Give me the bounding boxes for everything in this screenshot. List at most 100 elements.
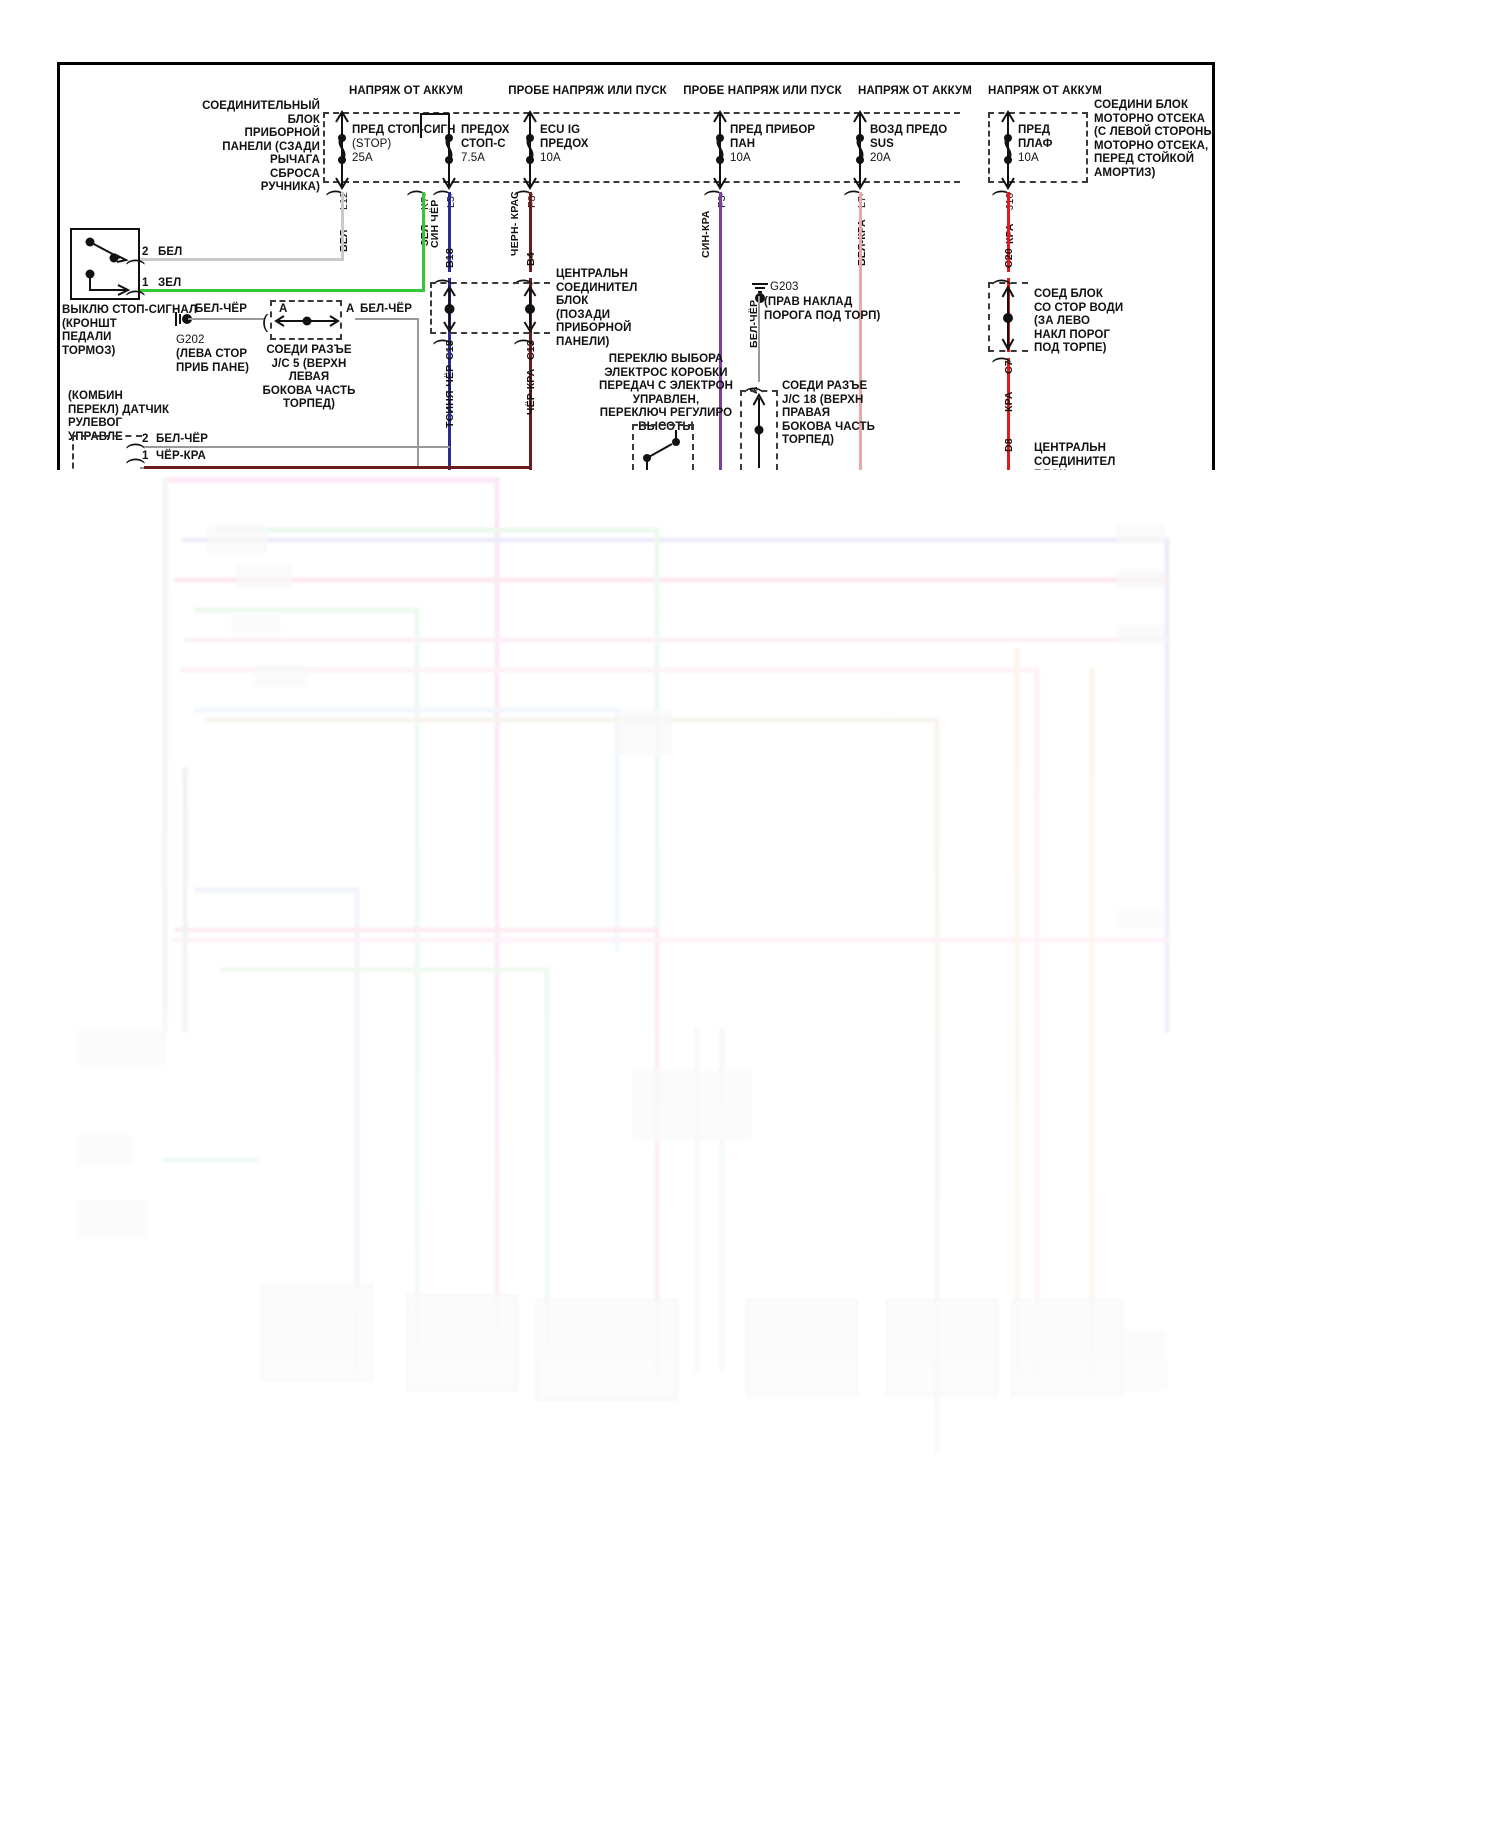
- wire-color-2: СИН ЧЁР: [429, 199, 441, 248]
- fuse-rating-6: 10А: [1018, 152, 1039, 164]
- ground-symbol-g202: [175, 312, 192, 326]
- stop-switch-pin-1: 1: [142, 277, 149, 289]
- wire-sin-cher-upper: [448, 192, 451, 272]
- wire-color-3: ЧЕРН- КРАС: [509, 191, 521, 256]
- source-label-2: ПРОБЕ НАПРЯЖ ИЛИ ПУСК: [508, 85, 667, 97]
- fuse-sub-1: (STOP): [352, 138, 392, 150]
- stop-lamp-switch-body: [70, 228, 140, 300]
- connector-bracket-jc5-left: (: [262, 312, 269, 333]
- engine-room-junction-box: [988, 112, 1088, 183]
- wire-sin-kra: [719, 192, 722, 470]
- g203-wire-label: БЕЛ-ЧЁР: [748, 299, 760, 348]
- fuse-name-6: ПРЕД: [1018, 124, 1051, 136]
- wire-color-6: КРА: [1004, 223, 1016, 244]
- jc18-label: СОЕДИ РАЗЪЕ J/C 18 (ВЕРХН ПРАВАЯ БОКОВА …: [782, 380, 876, 446]
- fuse2-feed-jumper: [420, 113, 450, 138]
- stop-switch-wire-2: БЕЛ: [158, 246, 183, 258]
- jc5-wire-label: БЕЛ-ЧЁР: [360, 303, 412, 315]
- source-label-4: НАПРЯЖ ОТ АККУМ: [858, 85, 972, 97]
- wire-bel-l12: [341, 192, 344, 260]
- wire-label-cher-kra: ЧЁР-КРА: [525, 368, 537, 415]
- comb-switch-wire-2: БЕЛ-ЧЁР: [156, 433, 208, 445]
- stop-lamp-switch-contacts: [85, 237, 131, 296]
- fuse-rating-1: 25А: [352, 152, 373, 164]
- stop-switch-pin-2: 2: [142, 246, 149, 258]
- source-label-1: НАПРЯЖ ОТ АККУМ: [349, 85, 463, 97]
- water-junction-label: СОЕД БЛОК СО СТОР ВОДИ (ЗА ЛЕВО НАКЛ ПОР…: [1034, 288, 1124, 354]
- fuse-sub-2: СТОП-С: [461, 138, 506, 150]
- engine-room-junction-label: СОЕДИНИ БЛОК МОТОРНО ОТСЕКА (С ЛЕВОЙ СТО…: [1094, 99, 1215, 179]
- fuse-name-2: ПРЕДОХ: [461, 124, 510, 136]
- fuse-rating-2: 7.5А: [461, 152, 486, 164]
- transmission-switch-contacts: [643, 430, 680, 470]
- transmission-switch-box: [632, 424, 694, 470]
- source-label-5: НАПРЯЖ ОТ АККУМ: [988, 85, 1102, 97]
- source-label-3: ПРОБЕ НАПРЯЖ ИЛИ ПУСК: [683, 85, 842, 97]
- fuse-symbol-6: [1001, 110, 1015, 190]
- wire-kra-lower: [1007, 358, 1010, 470]
- jc5-terminal-a: A: [346, 303, 355, 315]
- instrument-junction-box: [323, 112, 960, 183]
- pin-b18: B18: [444, 248, 456, 268]
- fuse-rating-4: 10А: [730, 152, 751, 164]
- ground-symbol-g203: [752, 283, 768, 303]
- wire-bel-cher-jc5-out: [355, 318, 419, 320]
- pin-c18: C18: [444, 340, 456, 360]
- wire-cher-kra-lower: [529, 278, 532, 470]
- wire-color-5: БЕЛ-КРА: [856, 219, 868, 266]
- g202-code: G202: [176, 334, 205, 346]
- wire-zel-k7: [422, 192, 425, 292]
- jc5-box: [270, 300, 342, 340]
- g202-wire-label: БЕЛ-ЧЁР: [195, 303, 247, 315]
- fuse-symbol-1: [335, 110, 349, 190]
- fuse-name-4: ПРЕД ПРИБОР: [730, 124, 816, 136]
- fuse-rating-3: 10А: [540, 152, 561, 164]
- fuse-name-5: ВОЗД ПРЕДО: [870, 124, 948, 136]
- comb-switch-wire-1: ЧЁР-КРА: [156, 450, 206, 462]
- fuse-pin-6: J10: [1004, 192, 1016, 210]
- fuse-pin-3: F8: [526, 195, 538, 208]
- g203-desc: (ПРАВ НАКЛАД ПОРОГА ПОД ТОРП): [764, 296, 881, 322]
- wire-bel-cher-g203: [758, 296, 760, 382]
- pin-c7: C7: [1003, 360, 1015, 374]
- fuse-pin-1: L12: [338, 191, 350, 210]
- combination-switch-label: (КОМБИН ПЕРЕКЛ) ДАТЧИК РУЛЕВОГ УПРАВЛЕ: [68, 390, 170, 443]
- jc18-box: [740, 390, 778, 470]
- wire-color-1: БЕЛ: [338, 229, 350, 252]
- pin-c13: C13: [525, 340, 537, 360]
- fuse-symbol-3: [523, 110, 537, 190]
- wire-label-sinya-cher: ТСИНЯ-ЧЁР: [444, 364, 456, 428]
- jc18-internal-bus: [752, 392, 766, 468]
- wire-kra-upper: [1007, 192, 1010, 272]
- fuse-symbol-5: [853, 110, 867, 190]
- fuse-sub-5: SUS: [870, 138, 894, 150]
- wire-bel-cher-comb: [144, 446, 450, 448]
- instrument-junction-label: СОЕДИНИТЕЛЬНЫЙ БЛОК ПРИБОРНОЙ ПАНЕЛИ (СЗ…: [202, 100, 320, 193]
- fuse-sub-4: ПАН: [730, 138, 756, 150]
- fuse-sub-6: ПЛАФ: [1018, 138, 1053, 150]
- wire-bel-l12-horiz: [140, 258, 344, 261]
- central-junction-label: ЦЕНТРАЛЬН СОЕДИНИТЕЛ БЛОК (ПОЗАДИ ПРИБОР…: [556, 268, 638, 348]
- fuse-pin-2: L5: [445, 195, 457, 208]
- fuse-pin-4: F3: [716, 195, 728, 208]
- g202-terminal-a: A: [279, 303, 288, 315]
- g202-desc: (ЛЕВА СТОР ПРИБ ПАНЕ): [176, 348, 250, 374]
- wire-cher-kra-comb: [144, 466, 532, 469]
- water-junction-internals: [1001, 284, 1015, 352]
- central-junction-box: [430, 282, 550, 334]
- pin-b4: B4: [525, 252, 537, 266]
- wire-bel-kra: [859, 192, 862, 470]
- stop-switch-wire-1: ЗЕЛ: [158, 277, 182, 289]
- g203-code: G203: [770, 281, 799, 293]
- comb-switch-pin-1: 1: [142, 450, 149, 462]
- pin-d8: D8: [1003, 438, 1015, 452]
- fuse-sub-3: ПРЕДОХ: [540, 138, 589, 150]
- transmission-switch-label: ПЕРЕКЛЮ ВЫБОРА ЭЛЕКТРОС КОРОБКИ ПЕРЕДАЧ …: [598, 353, 734, 433]
- central-junction-internals: [443, 285, 537, 333]
- jc5-internal-bus: [274, 315, 340, 327]
- pin-c20: C20: [1003, 248, 1015, 268]
- wire-label-kra-lower: КРА: [1003, 391, 1015, 412]
- fuse-symbol-4: [713, 110, 727, 190]
- comb-switch-pin-2: 2: [142, 433, 149, 445]
- faded-lower-schematic: [57, 470, 1215, 1762]
